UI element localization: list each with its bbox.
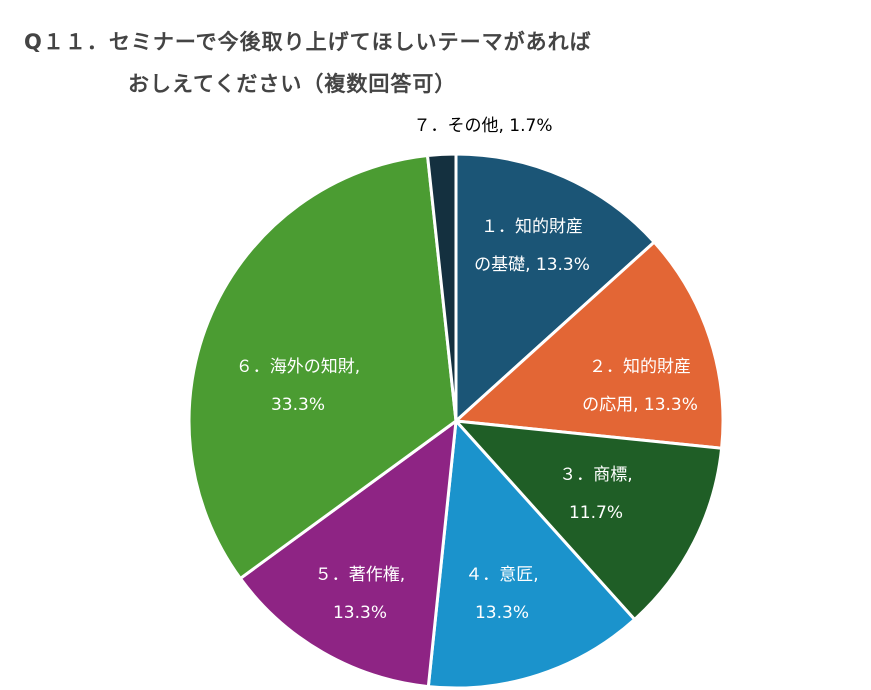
slice-label-line: 13.3% <box>475 603 529 623</box>
slice-label-1: １．知的財産の基礎, 13.3% <box>474 217 590 275</box>
slice-label-line: ２．知的財産 <box>589 357 691 377</box>
slice-label-5: ５．著作権, 13.3% <box>315 565 405 623</box>
slice-label-line: ５．著作権, <box>315 565 405 585</box>
pie-slices <box>187 152 725 690</box>
slice-label-4: ４．意匠, 13.3% <box>465 565 538 623</box>
slice-label-line: ３．商標, <box>559 465 632 485</box>
slice-label-line: 33.3% <box>271 395 325 415</box>
chart-title-line2: おしえてください（複数回答可） <box>128 72 457 96</box>
slice-label-line: の応用, 13.3% <box>582 395 698 415</box>
slice-label-2: ２．知的財産の応用, 13.3% <box>582 357 698 415</box>
pie-slice-4 <box>426 419 637 690</box>
slice-label-3: ３．商標, 11.7% <box>559 465 632 523</box>
pie-slice-6 <box>187 154 458 580</box>
slice-label-line: 13.3% <box>333 603 387 623</box>
slice-label-line: １．知的財産 <box>481 217 583 237</box>
slice-label-line: ７．その他, 1.7% <box>414 116 553 136</box>
slice-label-line: ４．意匠, <box>465 565 538 585</box>
slice-label-line: ６．海外の知財, <box>236 357 360 377</box>
pie-slice-5 <box>238 419 458 689</box>
pie-slice-1 <box>454 152 656 423</box>
slice-label-7: ７．その他, 1.7% <box>414 116 553 136</box>
pie-labels: １．知的財産の基礎, 13.3% ２．知的財産の応用, 13.3% ３．商標, 11.… <box>236 116 698 623</box>
slice-label-line: 11.7% <box>569 503 623 523</box>
slice-label-line: の基礎, 13.3% <box>474 255 590 275</box>
slice-label-6: ６．海外の知財, 33.3% <box>236 357 360 415</box>
chart-title-line1: Q１１．セミナーで今後取り上げてほしいテーマがあれば <box>24 30 592 54</box>
pie-slice-7 <box>426 152 458 423</box>
pie-slice-3 <box>454 419 724 621</box>
pie-slice-2 <box>454 240 725 450</box>
